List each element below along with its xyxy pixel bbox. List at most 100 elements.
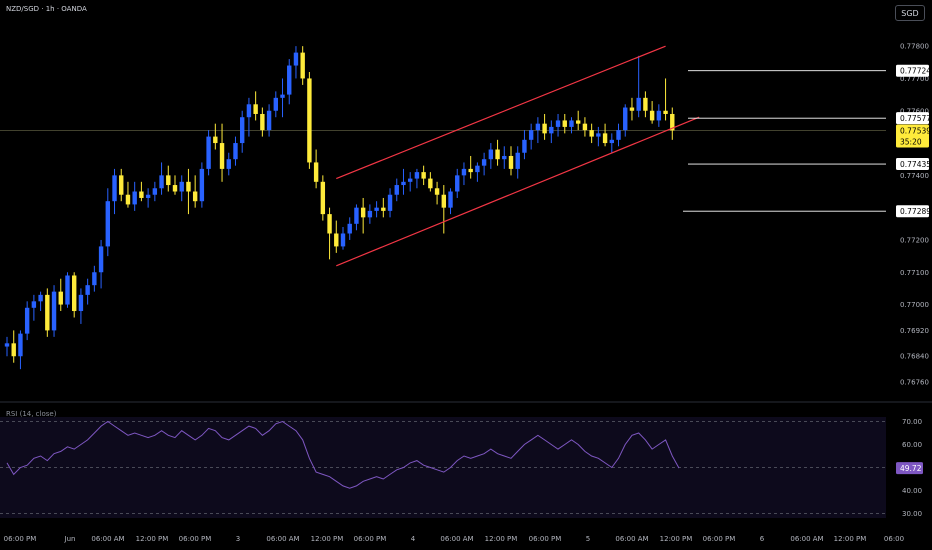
candle-body xyxy=(522,139,527,153)
rsi-pane[interactable] xyxy=(0,420,886,514)
channel-lower-line[interactable] xyxy=(336,116,700,267)
candle xyxy=(334,220,339,253)
candle xyxy=(105,188,110,257)
candle-body xyxy=(58,291,63,305)
candle-body xyxy=(246,104,252,118)
candle-body xyxy=(260,113,265,131)
candle-body xyxy=(132,191,137,205)
level-price-label: 0.77289 xyxy=(900,207,931,216)
candle-body xyxy=(555,120,561,127)
candle-body xyxy=(401,181,406,186)
candle xyxy=(246,97,252,137)
candle-body xyxy=(206,136,211,169)
time-tick-label: 5 xyxy=(586,535,590,543)
candle xyxy=(152,181,158,202)
candle xyxy=(293,46,299,79)
candle-body xyxy=(596,133,601,137)
candle-body xyxy=(347,223,352,234)
candle xyxy=(78,288,84,324)
candle xyxy=(596,126,601,147)
time-tick-label: 06:00 xyxy=(884,535,904,543)
candle-body xyxy=(280,94,285,98)
candle-body xyxy=(549,126,554,134)
candle xyxy=(233,136,238,166)
candle-body xyxy=(515,152,520,169)
candle-body xyxy=(535,123,541,131)
candle-body xyxy=(51,291,57,331)
candle xyxy=(280,78,285,118)
candle-body xyxy=(589,130,594,137)
candle-body xyxy=(219,143,225,169)
candle-body xyxy=(475,165,480,173)
level-price-box xyxy=(896,64,929,77)
level-price-label: 0.77724 xyxy=(900,67,931,76)
time-tick-label: 12:00 PM xyxy=(485,535,518,543)
candle xyxy=(320,175,326,221)
candle-body xyxy=(468,168,473,173)
candle xyxy=(408,172,413,192)
candle xyxy=(85,278,90,305)
current-price-label: 0.77539 xyxy=(900,126,931,135)
candle xyxy=(172,175,178,195)
channel-upper-line[interactable] xyxy=(336,45,666,180)
candle-body xyxy=(125,194,131,205)
candle-body xyxy=(616,130,621,140)
candle-body xyxy=(670,113,675,131)
candle xyxy=(179,175,184,202)
candle-body xyxy=(78,294,84,312)
candle xyxy=(515,146,520,179)
candle xyxy=(45,288,50,337)
candle-body xyxy=(562,120,567,127)
price-tick-label: 0.77700 xyxy=(900,75,929,83)
candle xyxy=(139,181,144,202)
candle xyxy=(260,107,265,137)
candle-body xyxy=(576,120,581,124)
candle-body xyxy=(105,201,110,247)
candle xyxy=(414,168,420,189)
candle xyxy=(266,104,272,137)
candle xyxy=(629,97,635,121)
candle-body xyxy=(488,149,494,160)
candle xyxy=(582,117,588,137)
candle xyxy=(287,59,292,105)
rsi-line[interactable] xyxy=(6,420,680,489)
time-tick-label: 06:00 PM xyxy=(529,535,562,543)
level-price-label: 0.77577 xyxy=(900,114,931,123)
candle xyxy=(569,117,574,134)
candle xyxy=(401,168,406,195)
candle xyxy=(313,149,319,189)
candle-body xyxy=(287,65,292,95)
time-tick-label: 12:00 PM xyxy=(660,535,693,543)
candle xyxy=(455,168,460,198)
candle xyxy=(488,143,494,169)
rsi-axis[interactable]: 70.00 60.00 40.00 30.00 49.72 xyxy=(896,418,923,518)
candle-body xyxy=(307,78,312,163)
candle-body xyxy=(354,207,359,224)
time-tick-label: 06:00 AM xyxy=(615,535,648,543)
candle-body xyxy=(85,285,90,295)
candle xyxy=(186,168,191,215)
candle xyxy=(434,181,440,205)
time-tick-label: 06:00 AM xyxy=(91,535,124,543)
candle-body xyxy=(179,181,184,192)
price-axis[interactable]: 0.77800 0.77700 0.77600 0.77400 0.77200 0.771… xyxy=(896,43,931,387)
candle xyxy=(219,123,225,182)
candle xyxy=(347,217,352,240)
price-pane[interactable] xyxy=(0,45,886,370)
candle-body xyxy=(408,178,413,182)
time-tick-label: 06:00 PM xyxy=(354,535,387,543)
candle-body xyxy=(649,110,655,121)
candle-body xyxy=(45,294,50,331)
candle-body xyxy=(327,214,332,234)
candle-body xyxy=(502,155,507,160)
candle-body xyxy=(374,207,379,211)
currency-button[interactable]: SGD xyxy=(895,5,925,21)
time-axis[interactable]: 06:00 PM Jun 06:00 AM 12:00 PM 06:00 PM 3 06:0… xyxy=(4,535,904,543)
candle-body xyxy=(72,275,77,312)
price-tick-label: 0.77400 xyxy=(900,172,929,180)
candle xyxy=(502,146,507,169)
candle-body xyxy=(441,194,446,208)
candle-body xyxy=(320,181,326,215)
candle xyxy=(670,107,675,140)
